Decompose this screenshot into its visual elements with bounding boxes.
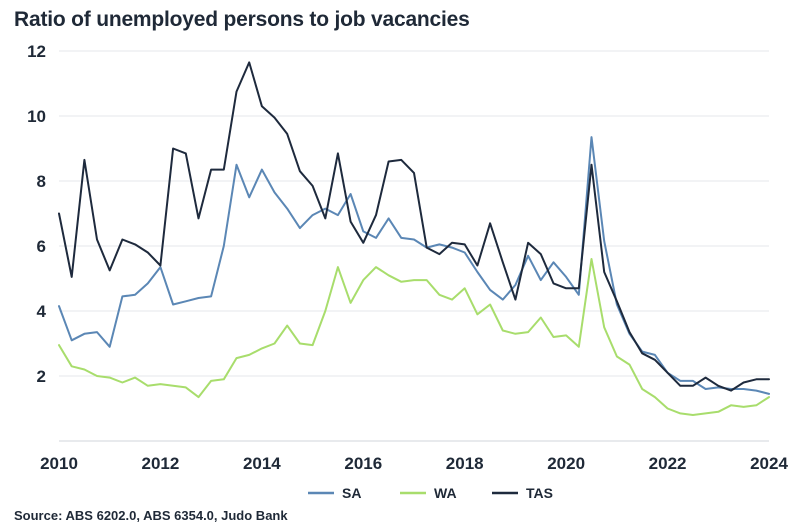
x-tick-label: 2010 [40,454,78,473]
y-tick-label: 4 [37,302,47,321]
x-tick-label: 2012 [142,454,180,473]
x-tick-label: 2016 [344,454,382,473]
x-axis-ticks: 2010 2012 2014 2016 2018 2020 2022 2024 [40,454,788,473]
x-tick-label: 2022 [649,454,687,473]
series-lines [58,61,770,416]
legend-label-tas: TAS [526,485,553,501]
x-tick-label: 2024 [750,454,788,473]
series-line-tas [58,61,770,392]
legend-label-wa: WA [434,485,457,501]
y-tick-label: 10 [27,107,46,126]
x-tick-label: 2018 [446,454,484,473]
legend-label-sa: SA [342,485,361,501]
gridlines [59,50,769,377]
legend: SA WA TAS [308,485,553,501]
series-line-sa [58,136,770,395]
series-line-wa [58,258,770,416]
y-tick-label: 8 [37,172,46,191]
y-tick-label: 6 [37,237,46,256]
source-note: Source: ABS 6202.0, ABS 6354.0, Judo Ban… [14,508,288,523]
y-tick-label: 2 [37,367,46,386]
x-tick-label: 2014 [243,454,281,473]
y-axis-ticks: 2 4 6 8 10 12 [27,42,46,386]
chart-title: Ratio of unemployed persons to job vacan… [14,8,470,31]
y-tick-label: 12 [27,42,46,61]
x-tick-label: 2020 [547,454,585,473]
